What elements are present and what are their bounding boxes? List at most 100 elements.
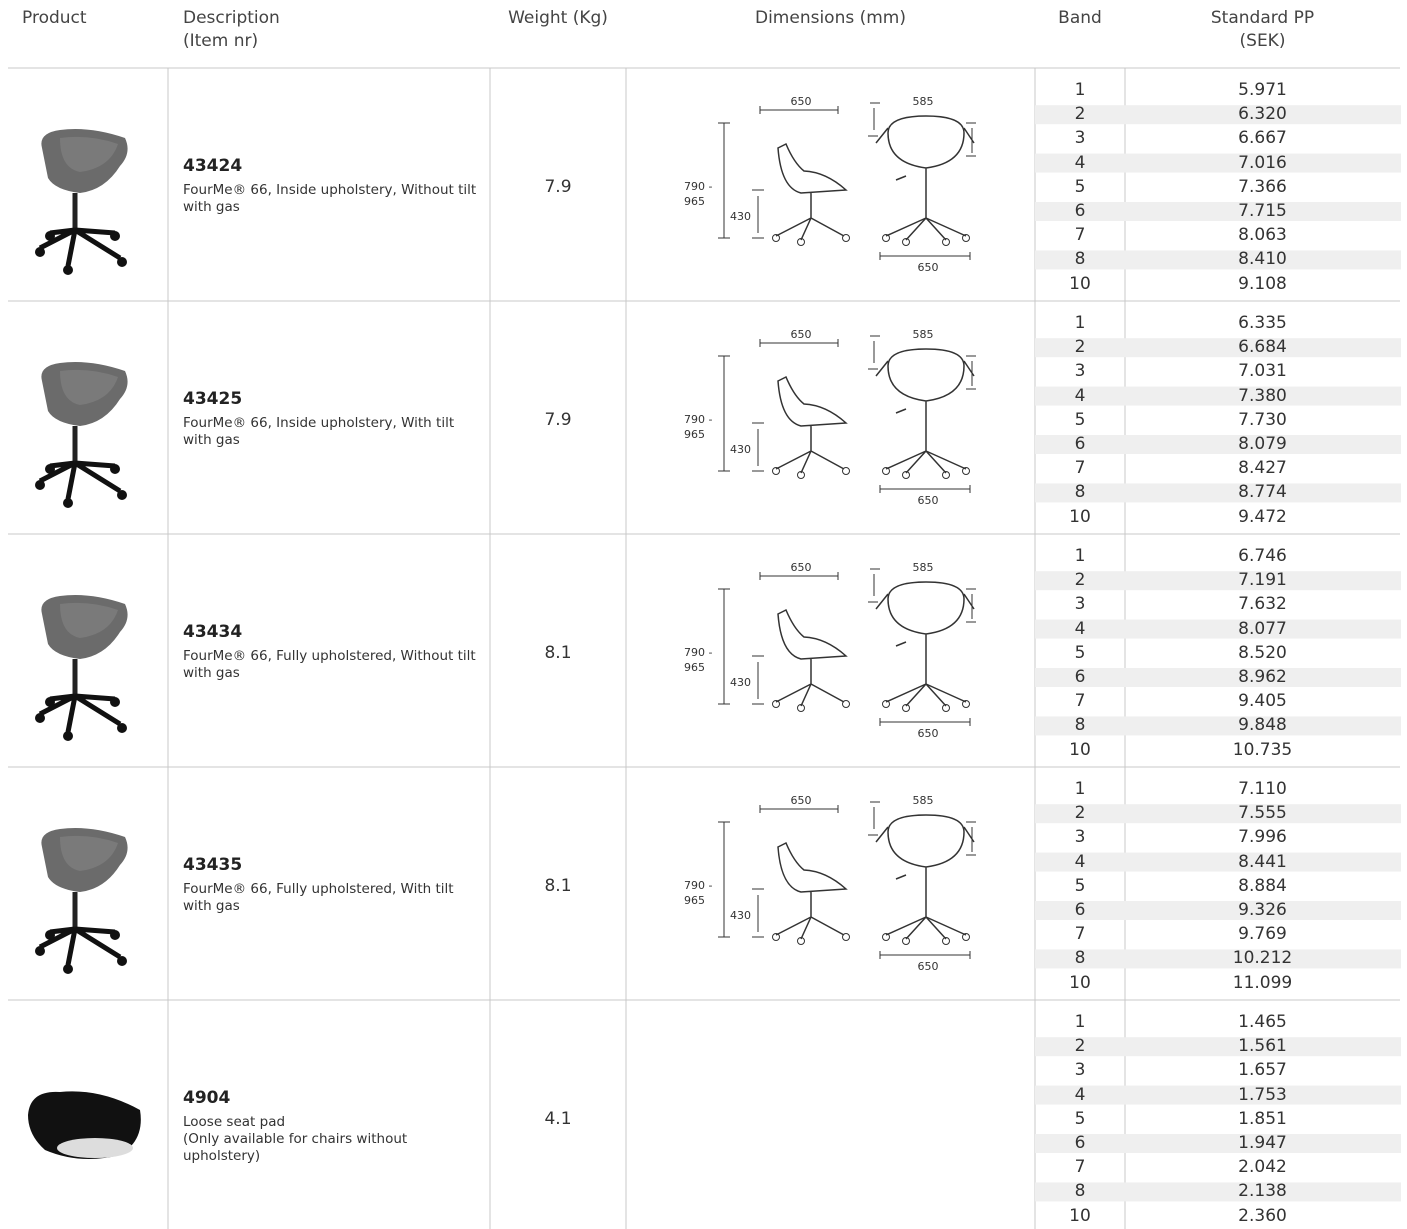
price: 7.110 [1238,779,1287,799]
band: 10 [1069,1205,1091,1226]
price: 7.632 [1238,594,1287,615]
dimension-line [752,189,764,239]
item-weight: 7.9 [544,177,572,197]
dimension-drawing: 650 585 790 - 965 430 650 [684,561,976,740]
band: 5 [1074,1108,1086,1129]
dimension-wheel [842,933,850,941]
row-shade [1035,105,1401,125]
dimension-wheel [902,704,910,712]
price: 8.962 [1238,667,1287,687]
row-shade [1035,250,1401,270]
item-weight: 4.1 [544,1109,572,1129]
row-shade [1035,949,1401,969]
dimension-wheel [797,238,805,246]
band: 2 [1074,104,1086,125]
dimension-label: 790 - [684,180,712,193]
chair-shape [38,460,122,500]
dimension-wheel [882,467,890,475]
price: 9.848 [1238,715,1287,736]
price: 1.657 [1238,1060,1287,1081]
band: 6 [1074,900,1086,920]
dimension-wheel [772,933,780,941]
price: 9.326 [1238,900,1287,920]
chair-wheel [117,490,127,500]
row-shade [1035,901,1401,920]
item-weight: 8.1 [544,643,572,663]
chair-wheel [35,247,45,257]
price: 8.079 [1238,434,1287,454]
band: 1 [1074,80,1086,100]
product-image [35,828,128,974]
band: 4 [1074,385,1086,406]
band: 10 [1069,972,1091,993]
dimension-wheel [882,933,890,941]
dimension-wheel [772,467,780,475]
dimension-label: 790 - [684,879,712,892]
price: 9.472 [1238,506,1287,527]
chair-wheel [117,257,127,267]
row-shade [1035,1037,1401,1057]
row-shade [1035,571,1401,591]
dimension-line [759,106,839,114]
chair-wheel [63,731,73,741]
band: 1 [1074,1012,1086,1032]
band: 5 [1074,176,1086,197]
dimension-label: 650 [918,960,939,973]
band: 4 [1074,618,1086,639]
price: 7.730 [1238,409,1287,430]
band: 2 [1074,337,1086,358]
dimension-wheel [882,234,890,242]
row-shade [1035,202,1401,221]
band: 4 [1074,851,1086,872]
dimension-label: 965 [684,661,705,674]
dimension-label: 585 [913,561,934,574]
dimension-line [752,655,764,705]
band: 7 [1074,924,1086,945]
row-shade [1035,483,1401,503]
row-shade [1035,619,1401,639]
band: 6 [1074,667,1086,687]
dimension-wheel [772,700,780,708]
band: 7 [1074,691,1086,712]
header-band: Band [1058,8,1102,28]
chair-wheel [35,480,45,490]
chair-shape [60,369,118,405]
chair-wheel [45,464,55,474]
chair-shape [60,136,118,172]
header-description: (Item nr) [183,31,259,51]
dimension-label: 650 [791,95,812,108]
dimension-line [875,581,975,707]
dimension-drawing: 650 585 790 - 965 430 650 [684,794,976,973]
band: 10 [1069,506,1091,527]
row-shade [1035,1182,1401,1202]
dimension-line [752,888,764,938]
price: 11.099 [1232,972,1293,993]
dimension-line [718,821,730,938]
dimension-label: 790 - [684,413,712,426]
header-weight: Weight (Kg) [508,8,608,28]
price: 7.555 [1238,803,1287,824]
dimension-line [775,608,848,707]
band: 8 [1074,948,1086,969]
price: 1.465 [1238,1012,1287,1032]
chair-wheel [117,723,127,733]
dimension-label: 585 [913,328,934,341]
dimension-line [875,115,975,241]
row-shade [1035,435,1401,454]
dimension-line [868,801,976,856]
price: 7.366 [1238,176,1287,197]
price: 9.108 [1238,273,1287,294]
chair-wheel [110,231,120,241]
dimension-label: 430 [730,676,751,689]
item-weight: 8.1 [544,876,572,896]
price: 8.884 [1238,875,1287,896]
dimension-line [718,588,730,705]
dimension-line [875,348,975,474]
dimension-label: 965 [684,894,705,907]
dimension-line [879,718,971,726]
dimension-label: 585 [913,794,934,807]
dimension-line [775,841,848,940]
chair-wheel [110,464,120,474]
dimension-line [868,102,976,157]
